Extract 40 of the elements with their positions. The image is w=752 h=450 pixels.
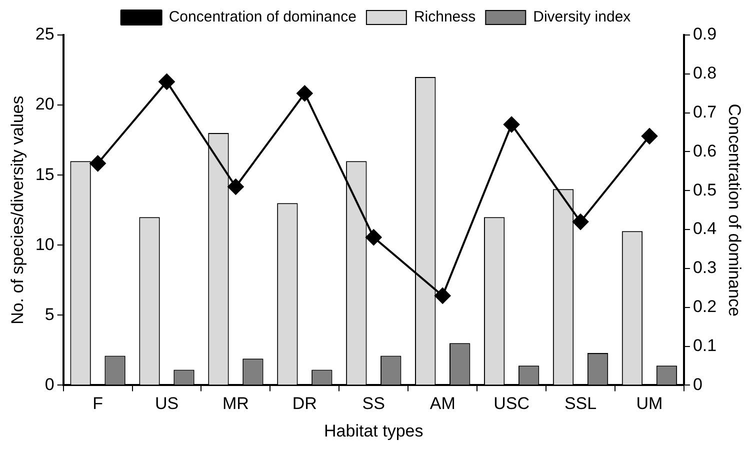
- y-axis-title: No. of species/diversity values: [8, 96, 27, 324]
- x-tick-label: DR: [292, 394, 317, 414]
- y-tick-label: 25: [35, 24, 54, 44]
- point: [228, 178, 244, 195]
- y2-tick-label: 0.7: [692, 102, 717, 122]
- point: [641, 128, 658, 144]
- x-tick-label: SSL: [564, 394, 597, 414]
- x-tick-label: F: [92, 394, 103, 414]
- x-tick-label: UM: [636, 394, 663, 414]
- y2-axis-title: Concentration of dominance: [725, 104, 744, 316]
- legend-label: Concentration of dominance: [168, 8, 356, 26]
- y2-tick-label: 0.8: [692, 64, 717, 83]
- y2-tick-label: 0.2: [692, 297, 717, 316]
- x-tick-label: MR: [222, 394, 249, 414]
- point: [366, 229, 382, 246]
- point: [572, 214, 589, 230]
- y-tick-label: 15: [35, 164, 54, 184]
- y-tick-label: 10: [35, 234, 54, 254]
- legend-label: Diversity index: [533, 8, 632, 26]
- point: [504, 116, 520, 132]
- y2-tick-label: 0.6: [692, 141, 717, 160]
- x-tick-label: AM: [430, 394, 456, 414]
- point: [90, 155, 106, 172]
- y-tick-label: 0: [44, 374, 54, 394]
- x-axis-title: Habitat types: [324, 421, 424, 440]
- x-tick-label: US: [154, 394, 179, 414]
- y-tick-label: 5: [44, 304, 54, 324]
- x-tick-label: SS: [362, 394, 385, 414]
- y2-tick-label: 0.4: [692, 219, 717, 238]
- x-tick-label: USC: [494, 394, 530, 414]
- y2-tick-label: 0.3: [692, 258, 717, 278]
- y2-tick-label: 0.1: [692, 336, 717, 355]
- legend-label: Richness: [414, 8, 476, 26]
- y-tick-label: 20: [35, 94, 54, 114]
- y2-tick-label: 0: [692, 374, 702, 394]
- point: [434, 288, 451, 304]
- point: [158, 74, 175, 90]
- point: [296, 85, 313, 102]
- y2-tick-label: 0.9: [692, 24, 717, 44]
- y2-tick-label: 0.5: [692, 180, 717, 200]
